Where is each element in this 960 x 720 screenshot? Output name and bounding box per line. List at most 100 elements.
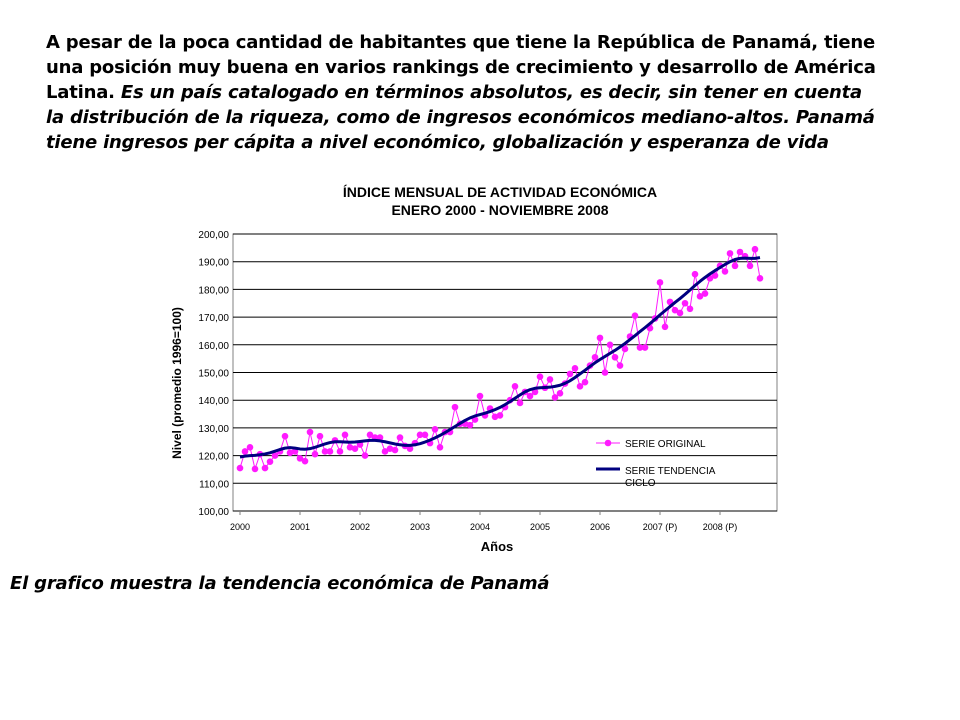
data-point: [601, 369, 609, 376]
y-tick-label: 110,00: [199, 479, 229, 490]
data-point: [636, 344, 644, 351]
chart-subtitle: ENERO 2000 - NOVIEMBRE 2008: [391, 202, 608, 218]
data-point: [386, 445, 394, 452]
data-point: [581, 378, 589, 386]
y-tick-label: 170,00: [198, 313, 229, 324]
x-tick-label: 2001: [290, 522, 310, 532]
data-point: [381, 448, 389, 455]
data-point: [251, 465, 259, 473]
data-point: [416, 431, 424, 439]
data-point: [351, 445, 359, 452]
data-point: [526, 392, 534, 400]
data-point: [321, 448, 329, 455]
data-point: [431, 425, 439, 433]
data-point: [261, 464, 269, 472]
y-tick-label: 160,00: [198, 341, 229, 352]
data-point: [726, 250, 734, 257]
x-tick-label: 2006: [590, 522, 610, 532]
y-tick-label: 120,00: [198, 452, 229, 463]
x-tick-label: 2003: [410, 522, 430, 532]
gridlines: [233, 233, 777, 512]
intro-italic-text: Es un país catalogado en términos absolu…: [46, 82, 875, 153]
data-point: [686, 305, 694, 313]
data-point: [751, 245, 759, 253]
x-tick-label: 2004: [470, 522, 490, 532]
data-point: [236, 464, 244, 472]
y-tick-label: 140,00: [198, 396, 229, 407]
data-point: [551, 394, 559, 401]
chart-title: ÍNDICE MENSUAL DE ACTIVIDAD ECONÓMICA: [343, 183, 657, 200]
data-point: [631, 312, 639, 320]
data-point: [476, 392, 484, 400]
data-point: [306, 428, 314, 436]
data-point: [341, 431, 349, 439]
data-point: [391, 446, 399, 454]
data-point: [691, 270, 699, 278]
data-point: [406, 445, 414, 452]
data-point: [496, 412, 504, 419]
data-point: [491, 413, 499, 421]
y-tick-labels: 100,00 110,00 120,00 130,00 140,00 150,00 160,…: [198, 230, 229, 518]
series-trend-line: [239, 256, 761, 459]
y-tick-label: 100,00: [198, 507, 229, 518]
data-point: [721, 268, 729, 275]
legend: SERIE ORIGINAL SERIE TENDENCIA CICLO: [596, 439, 716, 489]
data-point: [611, 353, 619, 361]
data-point: [641, 344, 649, 351]
data-point: [621, 345, 629, 353]
data-point: [301, 457, 309, 465]
data-point: [616, 362, 624, 369]
data-point: [271, 452, 279, 459]
legend-marker-original: [604, 439, 612, 447]
data-point: [736, 248, 744, 256]
data-point: [511, 383, 519, 390]
x-tick-label: 2005: [530, 522, 550, 532]
data-point: [661, 323, 669, 331]
data-point: [696, 293, 704, 300]
data-point: [656, 279, 664, 286]
y-tick-label: 190,00: [198, 258, 229, 269]
x-tick-label: 2008 (P): [703, 522, 738, 532]
data-point: [326, 448, 334, 455]
data-point: [516, 399, 524, 407]
chart-caption: El grafico muestra la tendencia económic…: [10, 573, 550, 594]
x-tick-label: 2000: [230, 522, 250, 532]
data-point: [536, 373, 544, 380]
data-point: [396, 434, 404, 441]
data-point: [281, 432, 289, 440]
data-point: [681, 299, 689, 307]
data-point: [566, 370, 574, 378]
data-point: [296, 455, 304, 462]
data-point: [286, 449, 294, 457]
data-point: [731, 262, 739, 270]
data-point: [671, 306, 679, 314]
data-point: [361, 452, 369, 459]
data-point: [241, 448, 249, 455]
intro-normal-text: A pesar de la poca cantidad de habitante…: [46, 32, 876, 103]
data-point: [571, 365, 579, 372]
data-point: [246, 443, 254, 451]
data-point: [421, 431, 429, 439]
data-point: [336, 448, 344, 455]
x-tick-labels: 2000 2001 2002 2003 2004 2005 2006 2007 (P) 2008…: [230, 511, 737, 532]
data-point: [746, 262, 754, 270]
data-point: [591, 353, 599, 361]
y-tick-label: 130,00: [198, 424, 229, 435]
data-point: [451, 403, 459, 411]
data-point: [596, 334, 604, 342]
y-tick-label: 180,00: [198, 285, 229, 296]
intro-paragraph: A pesar de la poca cantidad de habitante…: [46, 30, 876, 155]
data-point: [676, 309, 684, 317]
data-point: [546, 376, 554, 383]
data-point: [311, 450, 319, 458]
data-point: [436, 443, 444, 451]
data-point: [756, 275, 764, 282]
legend-label-original: SERIE ORIGINAL: [625, 439, 706, 450]
x-tick-label: 2007 (P): [643, 522, 678, 532]
data-point: [266, 458, 274, 465]
data-point: [316, 432, 324, 440]
x-axis-label: Años: [481, 539, 514, 554]
data-point: [606, 341, 614, 349]
series-trend: [239, 256, 761, 459]
